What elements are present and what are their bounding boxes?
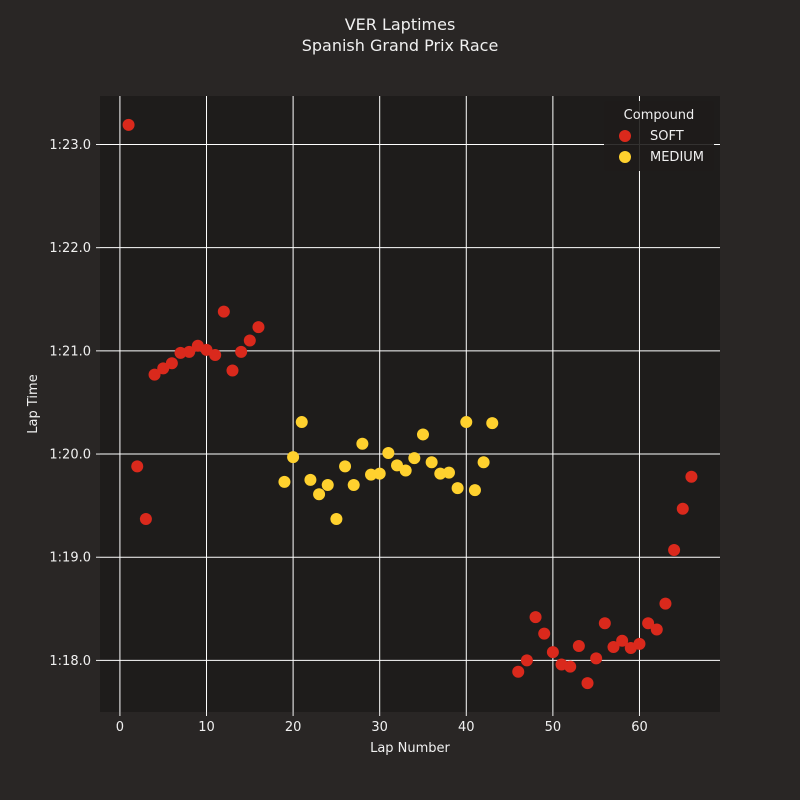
chart-title: VER Laptimes — [345, 15, 456, 34]
x-tick-label: 0 — [116, 720, 124, 735]
x-tick-label: 40 — [458, 720, 475, 735]
x-tick-label: 50 — [545, 720, 562, 735]
point-medium — [339, 460, 352, 473]
point-soft — [598, 617, 611, 630]
x-tick-label: 60 — [631, 720, 648, 735]
x-axis-label: Lap Number — [370, 741, 450, 756]
chart-subtitle: Spanish Grand Prix Race — [302, 36, 499, 55]
point-soft — [659, 597, 672, 610]
legend[interactable]: Compound SOFT MEDIUM — [604, 101, 714, 171]
point-soft — [642, 617, 655, 630]
y-tick-label: 1:20.0 — [49, 448, 91, 463]
point-medium — [287, 451, 300, 464]
point-medium — [278, 475, 291, 488]
point-soft — [685, 470, 698, 483]
data-points — [122, 118, 698, 690]
y-tick-label: 1:22.0 — [49, 241, 91, 256]
point-medium — [468, 484, 481, 497]
point-soft — [529, 611, 542, 624]
point-medium — [391, 459, 404, 472]
point-medium — [425, 456, 438, 469]
point-soft — [217, 305, 230, 318]
y-axis: 1:18.0 1:19.0 1:20.0 1:21.0 1:22.0 1:23.0 — [49, 138, 100, 669]
plot-area — [100, 96, 720, 712]
y-tick-label: 1:18.0 — [49, 654, 91, 669]
x-axis: 0 10 20 30 40 50 60 — [116, 712, 648, 735]
point-soft — [650, 623, 663, 636]
point-soft — [209, 348, 222, 361]
point-soft — [676, 502, 689, 515]
point-soft — [139, 513, 152, 526]
point-medium — [304, 473, 317, 486]
y-tick-label: 1:21.0 — [49, 344, 91, 359]
point-soft — [235, 345, 248, 358]
point-medium — [321, 478, 334, 491]
y-axis-label: Lap Time — [26, 374, 41, 433]
x-tick-label: 20 — [285, 720, 302, 735]
point-soft — [122, 118, 135, 131]
legend-box — [604, 101, 714, 171]
legend-title: Compound — [624, 108, 695, 123]
point-medium — [460, 416, 473, 429]
point-medium — [408, 452, 421, 465]
point-medium — [382, 447, 395, 460]
point-soft — [243, 334, 256, 347]
point-soft — [633, 637, 646, 650]
point-soft — [564, 660, 577, 673]
point-medium — [477, 456, 490, 469]
point-soft — [546, 646, 559, 659]
point-soft — [581, 677, 594, 690]
point-soft — [165, 357, 178, 370]
point-soft — [200, 343, 213, 356]
point-soft — [572, 639, 585, 652]
point-soft — [590, 652, 603, 665]
legend-marker-soft — [619, 130, 631, 142]
point-soft — [668, 544, 681, 557]
legend-label-soft: SOFT — [650, 129, 684, 144]
point-soft — [183, 345, 196, 358]
x-tick-label: 30 — [371, 720, 388, 735]
point-medium — [486, 417, 499, 430]
y-tick-label: 1:19.0 — [49, 551, 91, 566]
point-medium — [347, 478, 360, 491]
point-soft — [538, 627, 551, 640]
point-medium — [442, 466, 455, 479]
legend-marker-medium — [619, 151, 631, 163]
point-medium — [451, 482, 464, 495]
point-medium — [373, 467, 386, 480]
point-soft — [520, 654, 533, 667]
point-soft — [607, 640, 620, 653]
point-medium — [399, 464, 412, 477]
x-tick-label: 10 — [198, 720, 215, 735]
point-soft — [157, 362, 170, 375]
point-soft — [252, 321, 265, 334]
point-soft — [616, 634, 629, 647]
point-soft — [226, 364, 239, 377]
legend-label-medium: MEDIUM — [650, 150, 704, 165]
point-soft — [148, 368, 161, 381]
point-soft — [131, 460, 144, 473]
point-medium — [330, 513, 343, 526]
point-medium — [356, 437, 369, 450]
point-medium — [416, 428, 429, 441]
point-soft — [512, 665, 525, 678]
point-medium — [313, 488, 326, 501]
y-tick-label: 1:23.0 — [49, 138, 91, 153]
point-medium — [295, 416, 308, 429]
